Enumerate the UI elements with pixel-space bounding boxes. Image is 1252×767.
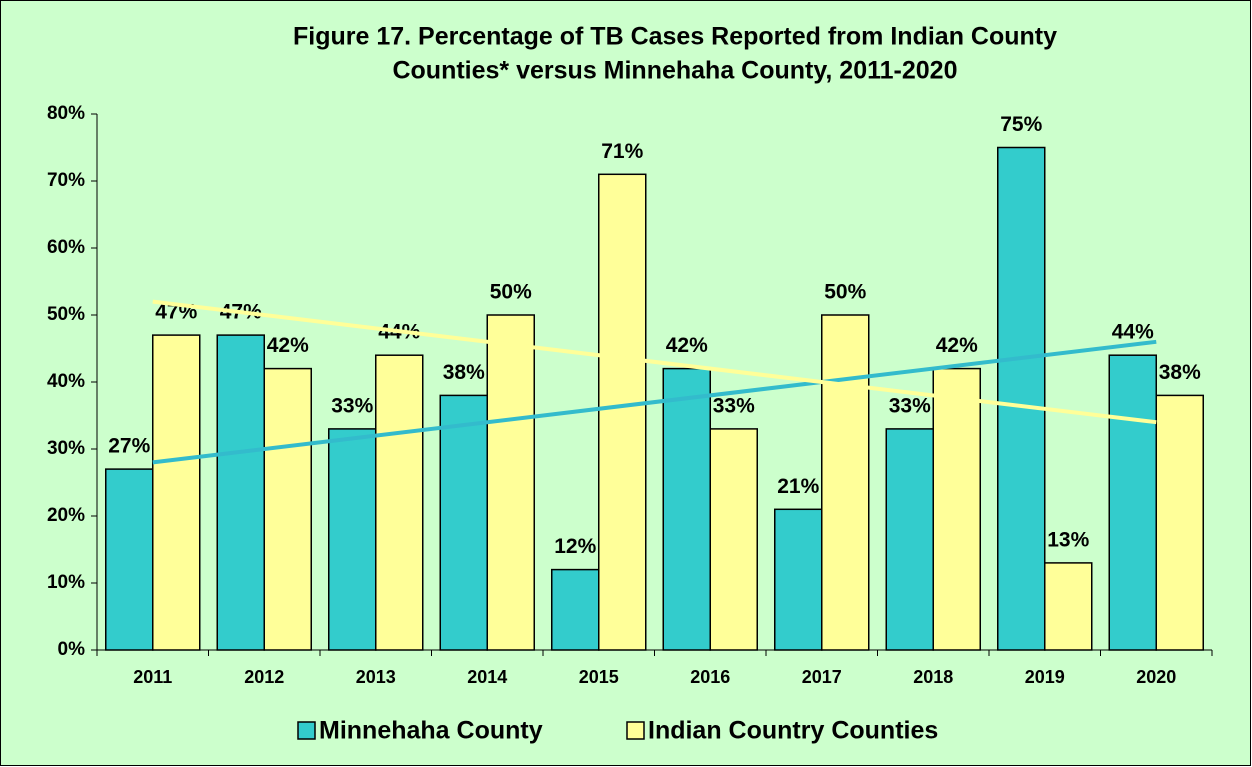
- bar: [216, 334, 265, 651]
- y-tick-label: 60%: [47, 237, 85, 258]
- data-label: 33%: [889, 394, 931, 417]
- bar: [328, 428, 377, 651]
- y-tick-label: 10%: [47, 572, 85, 593]
- bar: [598, 173, 647, 651]
- x-tick-label: 2013: [356, 667, 396, 687]
- bar: [709, 428, 758, 651]
- legend-swatch: [297, 721, 316, 740]
- data-label: 33%: [331, 394, 373, 417]
- x-tick-label: 2019: [1025, 667, 1065, 687]
- y-tick-label: 40%: [47, 371, 85, 392]
- bar: [997, 146, 1046, 651]
- data-label: 33%: [713, 394, 755, 417]
- data-label: 13%: [1047, 528, 1089, 551]
- y-tick-label: 80%: [47, 103, 85, 124]
- data-label: 42%: [666, 334, 708, 357]
- data-label: 75%: [1000, 113, 1042, 136]
- bar: [1044, 562, 1093, 651]
- bar: [1108, 354, 1157, 651]
- bar: [551, 568, 600, 651]
- data-label: 12%: [554, 535, 596, 558]
- legend-label: Minnehaha County: [319, 717, 543, 745]
- bar: [662, 367, 711, 651]
- data-label: 50%: [490, 281, 532, 304]
- data-label: 42%: [936, 334, 978, 357]
- y-tick-label: 70%: [47, 170, 85, 191]
- data-label: 27%: [108, 435, 150, 458]
- data-label: 44%: [1112, 321, 1154, 344]
- x-tick-label: 2016: [690, 667, 730, 687]
- x-tick-label: 2017: [802, 667, 842, 687]
- data-label: 38%: [1159, 361, 1201, 384]
- bar: [821, 314, 870, 651]
- legend-swatch: [626, 721, 645, 740]
- y-tick-label: 30%: [47, 438, 85, 459]
- y-tick-label: 50%: [47, 304, 85, 325]
- x-tick-label: 2011: [133, 667, 172, 687]
- y-tick-label: 20%: [47, 505, 85, 526]
- x-tick-label: 2018: [913, 667, 953, 687]
- bar: [105, 468, 154, 651]
- chart-title: Counties* versus Minnehaha County, 2011-…: [392, 57, 957, 85]
- y-tick-label: 0%: [58, 639, 86, 660]
- bar: [885, 428, 934, 651]
- bar: [774, 508, 823, 651]
- legend-label: Indian Country Counties: [648, 717, 938, 745]
- trend-line: [152, 339, 1157, 465]
- data-label: 71%: [601, 140, 643, 163]
- data-label: 38%: [443, 361, 485, 384]
- bar: [152, 334, 201, 651]
- bar: [1155, 394, 1204, 651]
- x-tick-label: 2012: [244, 667, 284, 687]
- trend-line: [152, 299, 1157, 425]
- x-tick-label: 2015: [579, 667, 619, 687]
- bar: [439, 394, 488, 651]
- data-label: 42%: [267, 334, 309, 357]
- data-label: 21%: [777, 475, 819, 498]
- x-tick-label: 2014: [467, 667, 507, 687]
- x-tick-label: 2020: [1136, 667, 1176, 687]
- data-label: 50%: [824, 281, 866, 304]
- bar: [486, 314, 535, 651]
- bar: [932, 367, 981, 651]
- bar: [375, 354, 424, 651]
- chart-title: Figure 17. Percentage of TB Cases Report…: [293, 23, 1057, 51]
- bar: [263, 367, 312, 651]
